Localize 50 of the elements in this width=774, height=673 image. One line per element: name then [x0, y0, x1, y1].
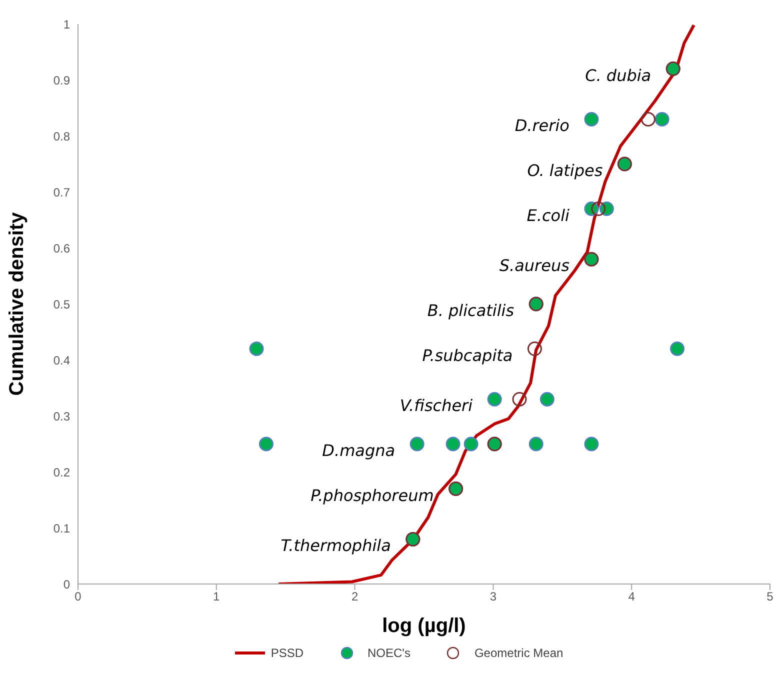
x-tick-label: 5 [766, 590, 774, 604]
annotation: V.fischeri [400, 396, 474, 416]
point [249, 342, 264, 356]
point [410, 436, 424, 452]
y-tick-label: 0.2 [53, 465, 70, 480]
y-tick-label: 0.1 [53, 521, 70, 536]
y-tick-label: 0.3 [53, 409, 70, 424]
point [591, 202, 606, 216]
y-tick-label: 0 [63, 577, 70, 592]
x-tick-label: 0 [74, 590, 82, 604]
x-tick-label: 4 [628, 590, 636, 604]
annotation: E.coli [526, 206, 570, 225]
point [528, 436, 544, 452]
point [258, 436, 274, 452]
point [584, 112, 599, 126]
line-series [277, 24, 696, 584]
annotation: P.phosphoreum [310, 486, 434, 505]
point [584, 436, 599, 452]
point [464, 436, 478, 452]
annotation: P.subcapita [422, 346, 513, 365]
point [670, 342, 685, 356]
point [512, 392, 527, 406]
x-axis-title: log (µg/l) [382, 615, 466, 637]
annotation: D.rerio [514, 116, 570, 136]
y-tick-label: 0.5 [53, 297, 70, 312]
point [654, 112, 670, 126]
x-tick-label: 1 [213, 590, 220, 604]
y-tick-label: 0.7 [53, 185, 70, 200]
point [527, 342, 542, 356]
point [446, 436, 460, 452]
y-tick-label: 0.6 [53, 241, 70, 256]
legend-label: NOEC's [366, 646, 410, 660]
x-tick-label: 3 [490, 590, 497, 604]
legend-label: PSSD [270, 646, 304, 660]
point [640, 112, 656, 126]
annotation: C. dubia [585, 66, 652, 85]
y-tick-label: 0.9 [53, 73, 70, 88]
point [540, 392, 554, 406]
annotation: O. latipes [527, 161, 603, 180]
y-axis-title: Cumulative density [6, 211, 28, 396]
annotation: S.aureus [499, 256, 570, 276]
point [487, 392, 502, 406]
annotation: D.magna [322, 441, 396, 460]
y-tick-label: 1 [63, 17, 70, 32]
x-tick-label: 2 [351, 590, 358, 604]
annotation: T.thermophila [280, 536, 391, 556]
y-tick-label: 0.4 [53, 353, 70, 368]
y-tick-label: 0.8 [53, 129, 70, 144]
legend-label: Geometric Mean [473, 646, 564, 660]
annotation: B. plicatilis [427, 301, 514, 320]
